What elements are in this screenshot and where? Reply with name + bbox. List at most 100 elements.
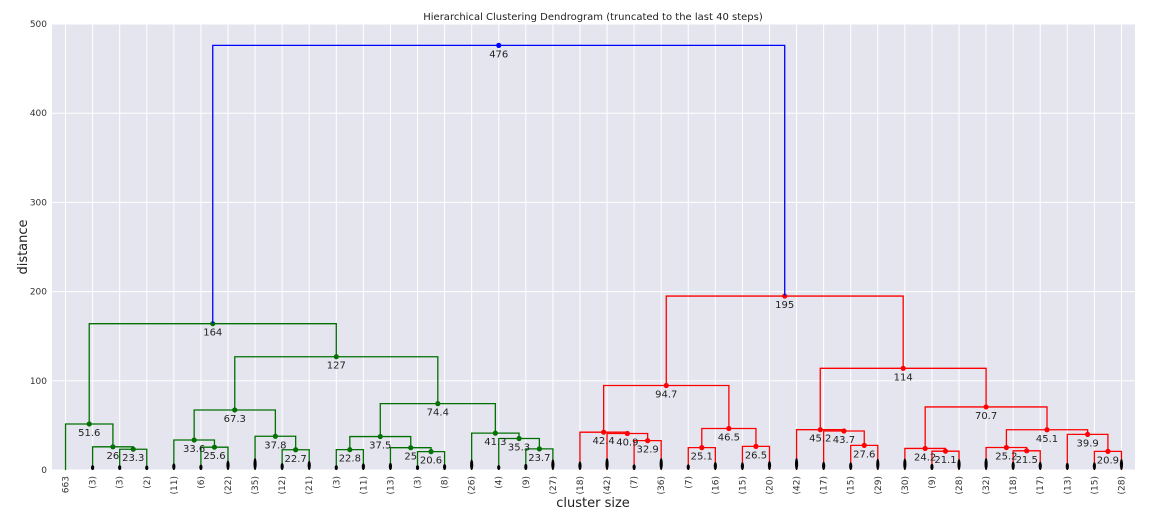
merge-distance-label: 127 xyxy=(327,361,346,372)
merge-distance-label: 94.7 xyxy=(655,390,677,401)
merge-point xyxy=(496,42,502,49)
y-tick-label: 500 xyxy=(30,20,47,30)
leaf-marker xyxy=(876,458,880,470)
leaf-marker xyxy=(686,464,690,470)
x-tick-label: (30) xyxy=(901,476,911,494)
x-tick-label: (22) xyxy=(224,476,234,494)
leaf-marker xyxy=(226,460,230,470)
merge-distance-label: 51.6 xyxy=(78,428,100,439)
merge-point xyxy=(861,442,867,448)
merge-distance-label: 37.5 xyxy=(369,441,391,452)
merge-point xyxy=(1044,427,1050,433)
merge-distance-label: 39.9 xyxy=(1076,438,1098,449)
merge-point xyxy=(942,448,949,454)
x-tick-label: (13) xyxy=(386,476,396,494)
x-tick-label: (11) xyxy=(170,476,180,494)
merge-distance-label: 25.1 xyxy=(691,452,713,463)
merge-distance-label: 26.5 xyxy=(745,450,767,461)
x-tick-label: (9) xyxy=(928,476,938,489)
leaf-marker xyxy=(930,463,934,470)
merge-distance-label: 195 xyxy=(775,300,794,311)
merge-point xyxy=(699,445,705,451)
leaf-marker xyxy=(822,461,826,470)
x-tick-label: (36) xyxy=(657,476,667,494)
x-tick-label: (12) xyxy=(278,476,288,494)
merge-distance-label: 24.2 xyxy=(914,452,936,463)
y-axis-label: distance xyxy=(16,219,31,274)
x-tick-label: (13) xyxy=(1063,476,1073,494)
merge-distance-label: 22.8 xyxy=(339,454,361,465)
x-tick-label: (26) xyxy=(468,476,478,494)
leaf-marker xyxy=(1065,462,1069,470)
merge-distance-label: 67.3 xyxy=(224,414,246,425)
merge-point xyxy=(663,382,669,389)
x-tick-label: (29) xyxy=(874,476,884,494)
x-tick-label: (20) xyxy=(765,476,775,494)
x-tick-label: (15) xyxy=(738,476,748,494)
leaf-marker xyxy=(307,460,311,470)
leaf-marker xyxy=(849,462,853,470)
merge-distance-label: 37.8 xyxy=(264,440,286,451)
merge-distance-label: 74.4 xyxy=(427,408,449,419)
leaf-marker xyxy=(1092,462,1096,470)
leaf-marker xyxy=(253,458,257,470)
leaf-marker xyxy=(470,459,474,470)
leaf-marker xyxy=(957,459,961,470)
x-tick-label: (15) xyxy=(1090,476,1100,494)
x-tick-label: (3) xyxy=(116,476,126,489)
leaf-marker xyxy=(118,465,122,470)
x-tick-label: (42) xyxy=(793,476,803,494)
merge-distance-label: 35.3 xyxy=(508,443,530,454)
x-tick-label: 663 xyxy=(62,476,72,493)
merge-distance-label: 46.5 xyxy=(718,433,740,444)
x-tick-label: (6) xyxy=(197,476,207,489)
leaf-marker xyxy=(145,465,149,470)
x-tick-label: (7) xyxy=(684,476,694,489)
merge-distance-label: 45.2 xyxy=(809,434,831,445)
leaf-marker xyxy=(605,458,609,470)
x-tick-labels: 663 (3) (3) (2) (11) (6) (22) (35) (12) (21) (3) (1… xyxy=(62,476,1128,494)
x-tick-label: (21) xyxy=(305,476,315,494)
x-tick-label: (3) xyxy=(89,476,99,489)
merge-point xyxy=(1003,444,1009,451)
leaf-marker xyxy=(903,458,907,470)
x-tick-label: (3) xyxy=(332,476,342,489)
merge-distance-label: 33.6 xyxy=(183,444,205,455)
y-ticks: 0 100 200 300 400 500 xyxy=(30,20,47,476)
x-tick-label: (3) xyxy=(414,476,424,489)
merge-distance-label: 70.7 xyxy=(975,411,997,422)
plot-background xyxy=(52,24,1135,470)
y-tick-label: 400 xyxy=(30,109,47,119)
y-tick-label: 100 xyxy=(30,377,47,387)
merge-distance-label: 20.9 xyxy=(1097,455,1119,466)
merge-distance-label: 40.9 xyxy=(616,438,638,449)
merge-distance-label: 23.3 xyxy=(122,453,144,464)
leaf-marker xyxy=(280,463,284,470)
merge-point xyxy=(86,421,92,427)
x-tick-label: (28) xyxy=(955,476,965,494)
leaf-marker xyxy=(551,459,555,470)
x-tick-label: (18) xyxy=(576,476,586,494)
x-tick-label: (2) xyxy=(143,476,153,489)
merge-distance-label: 25 xyxy=(404,452,417,463)
leaf-marker xyxy=(497,465,501,470)
merge-distance-label: 41.3 xyxy=(484,437,506,448)
leaf-marker xyxy=(388,462,393,470)
leaf-marker xyxy=(524,463,528,470)
leaf-marker xyxy=(1119,459,1124,470)
leaf-marker xyxy=(361,463,365,470)
merge-distance-label: 476 xyxy=(489,49,508,60)
leaf-marker xyxy=(767,461,772,470)
merge-point xyxy=(211,444,218,450)
merge-distance-label: 42.4 xyxy=(593,436,615,447)
merge-distance-label: 164 xyxy=(203,328,222,339)
merge-distance-label: 22.7 xyxy=(285,454,307,465)
merge-distance-label: 43.7 xyxy=(833,435,855,446)
leaf-marker xyxy=(199,464,203,470)
x-tick-label: (27) xyxy=(549,476,559,494)
leaf-marker xyxy=(740,462,745,470)
x-tick-label: (32) xyxy=(982,476,992,494)
leaf-marker xyxy=(415,465,420,470)
